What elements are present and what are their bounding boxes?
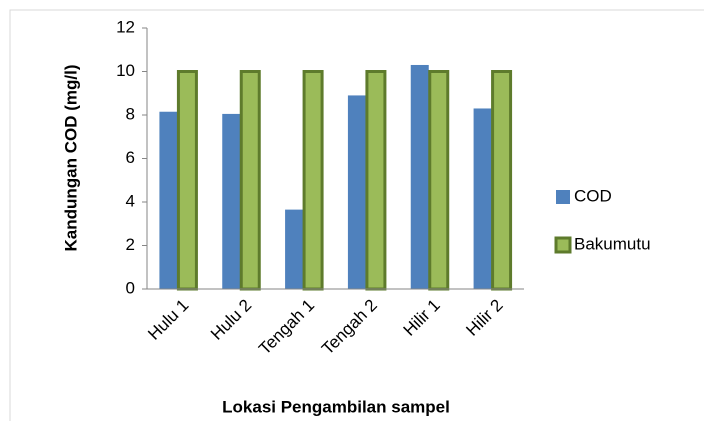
bar (285, 209, 304, 289)
x-tick-label: Hilir 1 (400, 296, 444, 340)
y-axis-label: Kandungan COD (mg/l) (61, 65, 80, 252)
bar (473, 108, 492, 289)
y-tick-label: 10 (116, 61, 135, 80)
x-tick-label: Tengah 1 (255, 296, 318, 359)
y-tick-label: 0 (126, 278, 135, 297)
legend-label: Bakumutu (574, 234, 651, 253)
y-tick-label: 6 (126, 148, 135, 167)
x-tick-label: Tengah 2 (318, 296, 381, 359)
bar (302, 70, 324, 291)
bar (176, 70, 198, 291)
x-tick-label: Hulu 1 (144, 296, 192, 344)
bar (491, 70, 513, 291)
x-tick-label: Hulu 2 (207, 296, 255, 344)
x-axis-label: Lokasi Pengambilan sampel (222, 397, 450, 416)
bar (159, 111, 178, 289)
bar (365, 70, 387, 291)
bar (347, 95, 366, 289)
legend-swatch (556, 190, 570, 204)
bar (239, 70, 261, 291)
y-tick-label: 2 (126, 235, 135, 254)
chart-frame (9, 9, 704, 421)
bar (222, 113, 241, 289)
y-tick-label: 8 (126, 104, 135, 123)
bar (410, 64, 429, 289)
bar (428, 70, 450, 291)
y-tick-label: 12 (116, 17, 135, 36)
y-tick-label: 4 (126, 191, 135, 210)
legend-label: COD (574, 186, 612, 205)
legend-swatch (554, 236, 572, 254)
x-tick-label: Hilir 2 (462, 296, 506, 340)
